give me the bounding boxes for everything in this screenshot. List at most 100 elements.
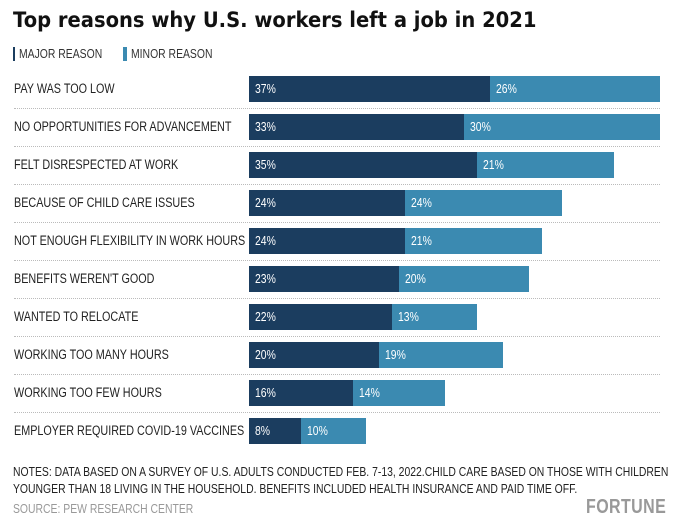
bar-value-text: 35%	[255, 157, 276, 172]
bar-value-text: 22%	[255, 309, 276, 324]
source: SOURCE: PEW RESEARCH CENTER	[13, 501, 238, 516]
row-separator	[14, 336, 660, 337]
bar-value-text: 20%	[404, 271, 426, 286]
bar-minor	[353, 380, 445, 406]
bar-value-label: 21%	[411, 228, 437, 254]
row-separator	[14, 412, 660, 413]
legend: MAJOR REASON MINOR REASON	[13, 46, 233, 61]
bar-value-label: 19%	[385, 342, 411, 368]
source-text: SOURCE: PEW RESEARCH CENTER	[13, 501, 194, 516]
bar-value-text: 21%	[483, 157, 505, 172]
bar-value-label: 8%	[255, 418, 274, 444]
category-label: NO OPPORTUNITIES FOR ADVANCEMENT	[14, 119, 286, 134]
category-label-text: WORKING TOO MANY HOURS	[14, 347, 169, 362]
bar-minor	[405, 190, 562, 216]
category-label-text: BENEFITS WEREN'T GOOD	[14, 271, 155, 286]
bar-value-label: 22%	[255, 304, 281, 330]
bar-value-label: 20%	[405, 266, 431, 292]
row-separator	[14, 146, 660, 147]
bar-value-label: 14%	[359, 380, 385, 406]
category-label-text: NOT ENOUGH FLEXIBILITY IN WORK HOURS	[14, 233, 246, 248]
bar-major	[249, 76, 491, 102]
category-label-text: EMPLOYER REQUIRED COVID-19 VACCINES	[14, 423, 245, 438]
bar-value-label: 10%	[307, 418, 333, 444]
bar-value-text: 16%	[255, 385, 276, 400]
bar-major	[249, 114, 465, 140]
legend-item-major: MAJOR REASON	[13, 46, 123, 61]
bar-minor	[301, 418, 367, 444]
bar-value-label: 16%	[255, 380, 281, 406]
row-separator	[14, 374, 660, 375]
category-label: WORKING TOO FEW HOURS	[14, 385, 199, 400]
bar-value-text: 37%	[255, 81, 276, 96]
bar-value-text: 30%	[470, 119, 491, 134]
bar-value-label: 13%	[398, 304, 424, 330]
bar-value-label: 35%	[255, 152, 281, 178]
bar-value-text: 24%	[255, 233, 276, 248]
bar-value-label: 20%	[255, 342, 281, 368]
bar-minor	[477, 152, 615, 178]
bar-value-label: 37%	[255, 76, 281, 102]
bar-value-text: 14%	[359, 385, 381, 400]
bar-value-label: 24%	[255, 228, 281, 254]
category-label: FELT DISRESPECTED AT WORK	[14, 157, 219, 172]
legend-swatch-minor	[123, 46, 128, 61]
bar-value-text: 24%	[255, 195, 276, 210]
bar-major	[249, 304, 393, 330]
bar-value-text: 8%	[255, 423, 271, 438]
bar-minor	[405, 228, 543, 254]
row-separator	[14, 260, 660, 261]
fortune-logo: FORTUNE	[585, 496, 666, 518]
row-separator	[14, 184, 660, 185]
legend-swatch-major	[13, 46, 15, 61]
bar-major	[249, 380, 354, 406]
category-label: NOT ENOUGH FLEXIBILITY IN WORK HOURS	[14, 233, 303, 248]
legend-label-minor: MINOR REASON	[131, 46, 213, 61]
category-label-text: BECAUSE OF CHILD CARE ISSUES	[14, 195, 195, 210]
bar-value-text: 26%	[496, 81, 518, 96]
category-label: BECAUSE OF CHILD CARE ISSUES	[14, 195, 240, 210]
bar-value-text: 24%	[411, 195, 433, 210]
category-label: WANTED TO RELOCATE	[14, 309, 170, 324]
bar-value-label: 23%	[255, 266, 281, 292]
bar-value-label: 26%	[496, 76, 522, 102]
row-separator	[14, 108, 660, 109]
bar-major	[249, 152, 478, 178]
bar-minor	[464, 114, 660, 140]
bar-value-text: 19%	[385, 347, 407, 362]
bar-chart: PAY WAS TOO LOW 37% 26% NO OPPORTUNITIES FO…	[14, 76, 660, 444]
bar-value-label: 24%	[411, 190, 437, 216]
bar-value-label: 30%	[470, 114, 496, 140]
bar-major	[249, 418, 302, 444]
category-label-text: PAY WAS TOO LOW	[14, 81, 115, 96]
legend-item-minor: MINOR REASON	[123, 46, 233, 61]
row-separator	[14, 222, 660, 223]
category-label: BENEFITS WEREN'T GOOD	[14, 271, 190, 286]
bar-value-text: 20%	[255, 347, 276, 362]
bar-value-label: 33%	[255, 114, 281, 140]
bar-value-text: 23%	[255, 271, 276, 286]
bar-major	[249, 228, 406, 254]
bar-value-text: 10%	[307, 423, 328, 438]
bar-minor	[398, 266, 530, 292]
bar-minor	[392, 304, 478, 330]
category-label: EMPLOYER REQUIRED COVID-19 VACCINES	[14, 423, 302, 438]
category-label-text: WORKING TOO FEW HOURS	[14, 385, 162, 400]
bar-value-text: 33%	[255, 119, 276, 134]
bar-value-label: 21%	[483, 152, 509, 178]
bar-value-label: 24%	[255, 190, 281, 216]
category-label-text: NO OPPORTUNITIES FOR ADVANCEMENT	[14, 119, 232, 134]
category-label-text: WANTED TO RELOCATE	[14, 309, 139, 324]
category-label: PAY WAS TOO LOW	[14, 81, 140, 96]
category-label-text: FELT DISRESPECTED AT WORK	[14, 157, 179, 172]
bar-major	[249, 266, 399, 292]
bar-major	[249, 342, 380, 368]
bar-value-text: 13%	[398, 309, 420, 324]
bar-value-text: 21%	[411, 233, 433, 248]
chart-title: Top reasons why U.S. workers left a job …	[13, 8, 537, 32]
category-label: WORKING TOO MANY HOURS	[14, 347, 208, 362]
legend-label-major: MAJOR REASON	[18, 46, 103, 61]
bar-major	[249, 190, 406, 216]
notes: NOTES: DATA BASED ON A SURVEY OF U.S. AD…	[13, 464, 669, 496]
row-separator	[14, 298, 660, 299]
